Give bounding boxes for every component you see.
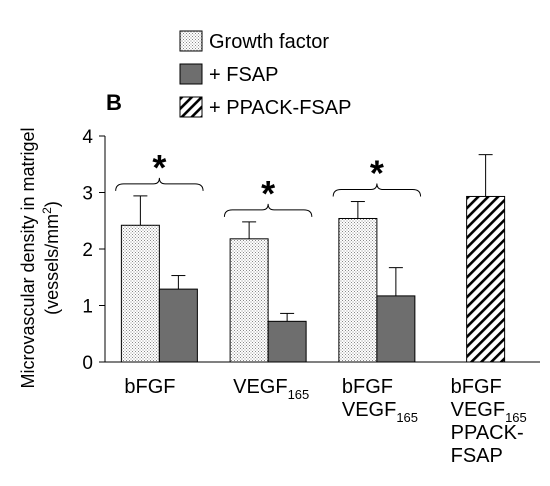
bar-solid-gray-2 bbox=[376, 295, 416, 363]
panel-label: B bbox=[106, 90, 122, 115]
y-tick-label: 0 bbox=[82, 353, 93, 374]
legend-label-fsap: + FSAP bbox=[209, 64, 278, 86]
legend: Growth factor + FSAP + PPACK-FSAP bbox=[179, 30, 351, 119]
y-tick-label: 1 bbox=[82, 297, 93, 318]
x-tick-label-2-1: VEGF165 bbox=[342, 399, 418, 425]
plot-area: * * * bbox=[115, 147, 506, 363]
y-tick-label: 3 bbox=[82, 184, 93, 205]
significance-star-1: * bbox=[261, 173, 275, 214]
significance-brace-2 bbox=[332, 183, 422, 197]
x-tick-label-3-0: bFGF bbox=[451, 376, 502, 398]
x-tick-label-1-0: VEGF165 bbox=[233, 376, 309, 402]
x-tick-label-3-2: PPACK- bbox=[451, 422, 524, 444]
bar-dots-2 bbox=[338, 217, 378, 363]
significance-brace-0 bbox=[115, 177, 204, 191]
y-axis: 0 1 2 3 4 bbox=[82, 127, 106, 374]
legend-swatch-fsap bbox=[179, 63, 203, 85]
legend-swatch-growth-factor bbox=[179, 30, 203, 52]
legend-label-ppack-fsap: + PPACK-FSAP bbox=[209, 97, 351, 119]
y-axis-title: Microvascular density in matrigel (vesse… bbox=[18, 127, 62, 388]
y-axis-title-line1: Microvascular density in matrigel bbox=[18, 127, 38, 388]
y-axis-title-line2: (vessels/mm2) bbox=[40, 201, 62, 315]
y-tick-label: 2 bbox=[82, 240, 93, 261]
bar-dots-0 bbox=[120, 224, 160, 363]
bar-solid-gray-0 bbox=[158, 288, 198, 363]
x-tick-label-2-0: bFGF bbox=[342, 376, 393, 398]
legend-swatch-ppack-fsap bbox=[179, 96, 203, 118]
bar-solid-gray-1 bbox=[267, 320, 307, 363]
x-tick-label-3-1: VEGF165 bbox=[451, 399, 527, 425]
significance-brace-1 bbox=[223, 203, 313, 217]
bar-hatch-3 bbox=[466, 195, 506, 363]
y-tick-label: 4 bbox=[82, 127, 93, 148]
significance-star-0: * bbox=[152, 147, 166, 188]
bar-dots-1 bbox=[229, 238, 269, 363]
legend-label-growth-factor: Growth factor bbox=[209, 31, 329, 53]
x-tick-label-0-0: bFGF bbox=[124, 376, 175, 398]
significance-star-2: * bbox=[370, 153, 384, 194]
x-tick-label-3-3: FSAP bbox=[451, 445, 503, 467]
x-axis: bFGF VEGF165 bFGFVEGF165bFGFVEGF165PPACK-F… bbox=[105, 361, 540, 467]
